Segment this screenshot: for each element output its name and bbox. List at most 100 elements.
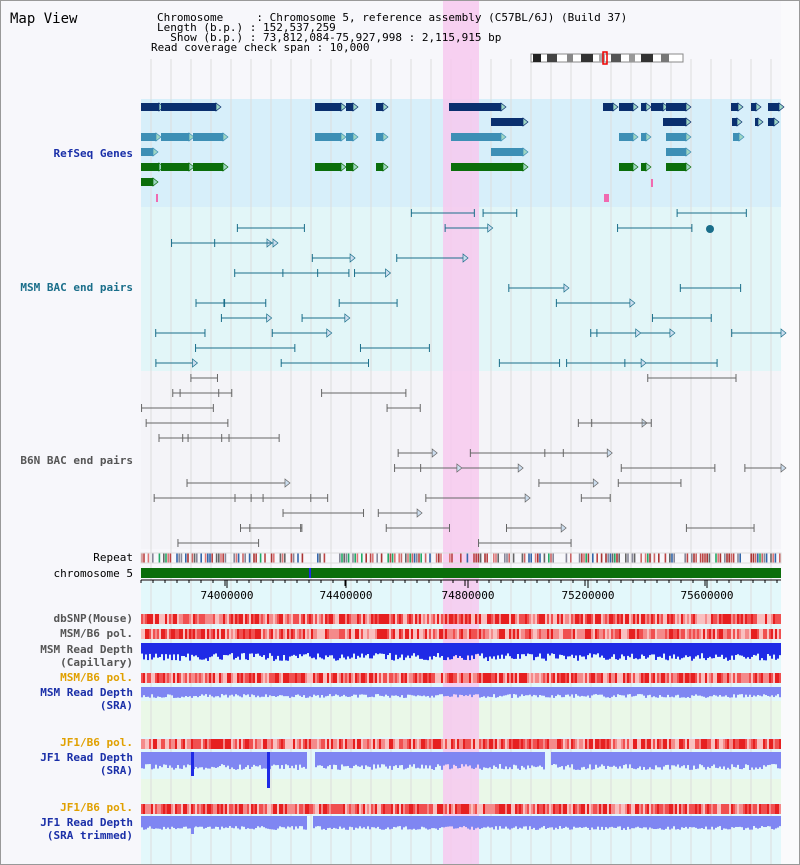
track-label-msm-depth-capillary[interactable]: MSM Read Depth	[40, 643, 133, 656]
msm-pol-heat	[389, 629, 391, 639]
msm-pol-heat	[605, 629, 607, 639]
msm-pol-heat	[731, 629, 733, 639]
msm-depth-sra-bar	[605, 687, 607, 698]
track-label-msm-depth-sra[interactable]: MSM Read Depth	[40, 686, 133, 699]
msm-pol-heat	[509, 629, 511, 639]
track-label-msm-bac[interactable]: MSM BAC end pairs	[20, 281, 133, 294]
msm-depth-sra-bar	[753, 687, 755, 696]
jf1-depth-sra-bar	[391, 752, 393, 770]
msm-pol-heat	[159, 629, 161, 639]
msm-pol-heat-2	[343, 673, 345, 683]
jf1-pol-heat-2	[269, 804, 271, 814]
jf1-depth-sra-bar	[587, 752, 589, 769]
dbsnp-heat	[689, 614, 691, 624]
track-label-b6n-bac[interactable]: B6N BAC end pairs	[20, 454, 133, 467]
jf1-pol-heat-2	[691, 804, 693, 814]
jf1-depth-sra-bar	[439, 752, 441, 766]
jf1-depth-sra-bar	[703, 752, 705, 768]
track-label-jf1-pol-1[interactable]: JF1/B6 pol.	[60, 736, 133, 749]
repeat-mark	[405, 553, 407, 563]
jf1-depth-sra-bar	[671, 752, 673, 766]
dbsnp-heat	[169, 614, 171, 624]
msm-depth-sra-bar	[567, 687, 569, 695]
repeat-mark	[438, 553, 440, 563]
dbsnp-heat	[457, 614, 459, 624]
jf1-pol-heat-2	[359, 804, 361, 814]
track-label-msm-pol-1[interactable]: MSM/B6 pol.	[60, 627, 133, 640]
jf1-pol-heat	[435, 739, 437, 749]
dbsnp-heat	[399, 614, 401, 624]
msm-depth-capillary-bar	[237, 643, 239, 657]
msm-depth-sra-bar	[425, 687, 427, 697]
repeat-mark	[391, 553, 394, 563]
track-label-dbsnp[interactable]: dbSNP(Mouse)	[53, 612, 133, 625]
msm-pol-heat-2	[619, 673, 621, 683]
jf1-pol-heat-2	[313, 804, 315, 814]
jf1-depth-sra-bar	[725, 752, 727, 770]
msm-depth-sra-bar	[737, 687, 739, 695]
msm-depth-capillary-bar	[515, 643, 517, 659]
jf1-depth-sra-bar	[181, 752, 183, 769]
dbsnp-heat	[609, 614, 611, 624]
jf1-depth-sra-bar	[631, 752, 633, 769]
msm-pol-heat	[341, 629, 343, 639]
jf1-depth-sra-bar	[165, 752, 167, 765]
track-label-jf1-pol-2[interactable]: JF1/B6 pol.	[60, 801, 133, 814]
jf1-pol-heat-2	[515, 804, 517, 814]
jf1-pol-heat	[299, 739, 301, 749]
msm-pol-heat	[409, 629, 411, 639]
jf1-depth-trimmed-bar	[279, 816, 281, 827]
jf1-depth-trimmed-bar	[413, 816, 415, 829]
jf1-pol-heat	[355, 739, 357, 749]
jf1-pol-heat-2	[267, 804, 269, 814]
msm-depth-capillary-bar	[713, 643, 715, 659]
jf1-pol-heat	[187, 739, 189, 749]
jf1-depth-trimmed-bar	[561, 816, 563, 829]
right-margin	[781, 1, 799, 864]
dbsnp-heat	[575, 614, 577, 624]
dbsnp-heat	[195, 614, 197, 624]
track-label-repeat[interactable]: Repeat	[93, 551, 133, 564]
jf1-pol-heat	[253, 739, 255, 749]
jf1-depth-sra-bar	[185, 752, 187, 768]
view-title: Map View	[10, 11, 78, 27]
jf1-pol-heat-2	[433, 804, 435, 814]
msm-pol-heat	[645, 629, 647, 639]
jf1-depth-sra-bar	[731, 752, 733, 765]
track-label-msm-pol-2[interactable]: MSM/B6 pol.	[60, 671, 133, 684]
jf1-depth-trimmed-bar	[723, 816, 725, 829]
dbsnp-heat	[479, 614, 481, 624]
jf1-depth-trimmed-bar	[493, 816, 495, 830]
msm-pol-heat-2	[143, 673, 145, 683]
msm-pol-heat-2	[257, 673, 259, 683]
jf1-depth-sra-bar	[325, 752, 327, 769]
track-label-refseq[interactable]: RefSeq Genes	[53, 147, 133, 160]
dbsnp-heat	[387, 614, 389, 624]
jf1-pol-heat-2	[749, 804, 751, 814]
msm-depth-capillary-bar	[415, 643, 417, 657]
msm-pol-heat-2	[695, 673, 697, 683]
jf1-depth-sra-bar	[205, 752, 207, 768]
jf1-pol-heat-2	[735, 804, 737, 814]
jf1-pol-heat	[269, 739, 271, 749]
dbsnp-heat	[571, 614, 573, 624]
track-label-jf1-depth-trimmed[interactable]: JF1 Read Depth	[40, 816, 133, 829]
jf1-depth-sra-bar	[557, 752, 559, 768]
msm-depth-sra-bar	[581, 687, 583, 696]
msm-depth-capillary-bar	[401, 643, 403, 655]
msm-depth-capillary-bar	[465, 643, 467, 660]
jf1-pol-heat	[415, 739, 417, 749]
jf1-pol-heat	[391, 739, 393, 749]
msm-pol-heat	[623, 629, 625, 639]
jf1-depth-sra-bar	[755, 752, 757, 768]
jf1-depth-trimmed-bar	[255, 816, 257, 829]
msm-depth-capillary-bar	[489, 643, 491, 657]
msm-depth-sra-bar	[719, 687, 721, 696]
jf1-pol-heat	[697, 739, 699, 749]
msm-pol-heat-2	[453, 673, 455, 683]
msm-depth-sra-bar	[387, 687, 389, 696]
track-label-jf1-depth-sra[interactable]: JF1 Read Depth	[40, 751, 133, 764]
msm-pol-heat	[215, 629, 217, 639]
msm-depth-sra-bar	[741, 687, 743, 695]
